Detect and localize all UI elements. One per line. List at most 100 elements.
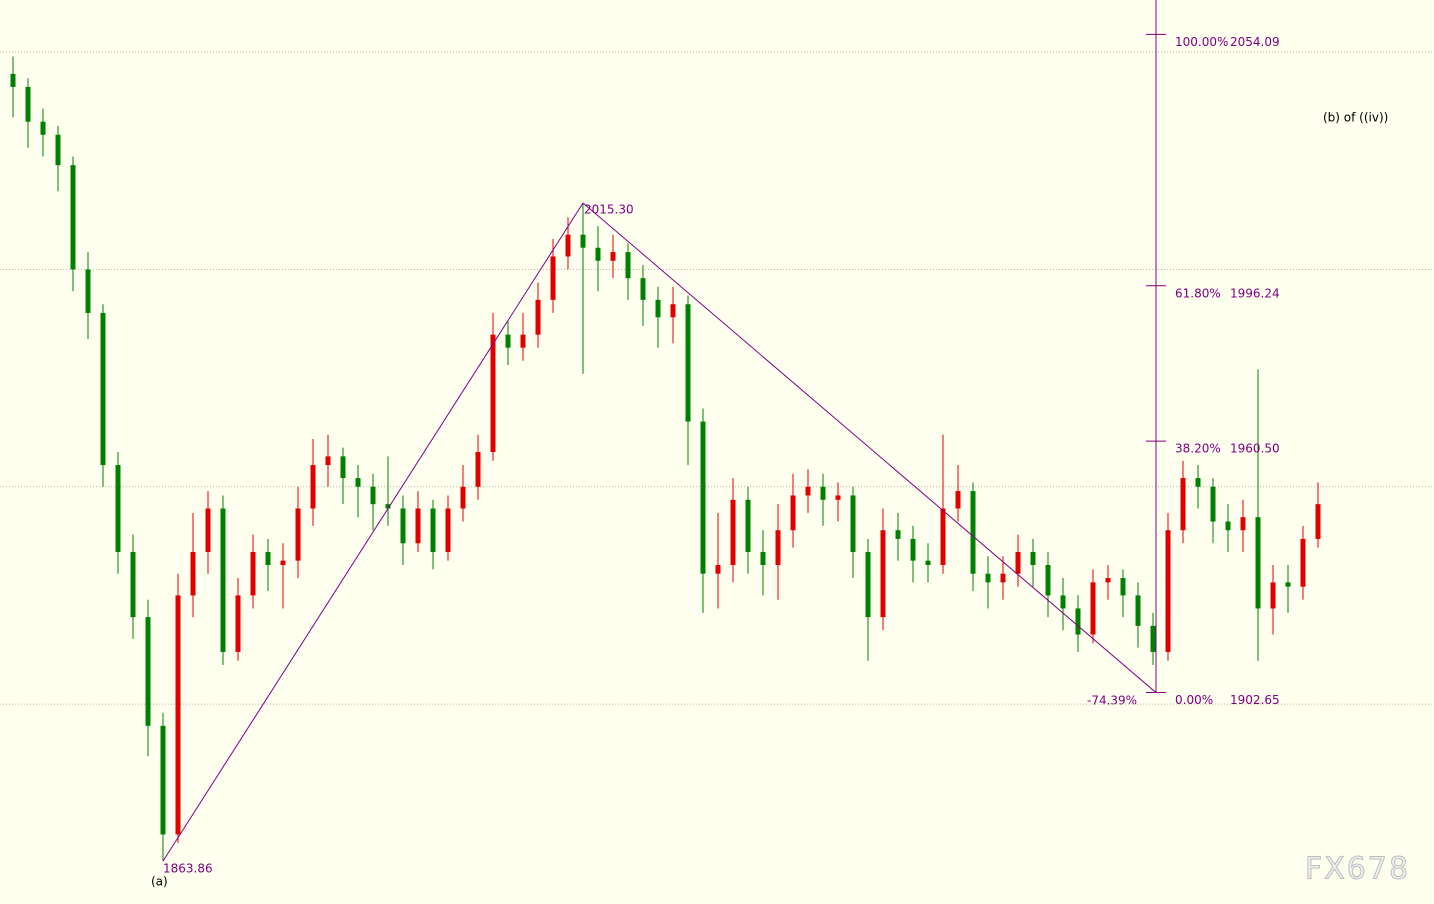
candle-body (565, 234, 571, 257)
candle-body (745, 499, 751, 552)
candle-body (460, 486, 466, 509)
candle-body (475, 452, 481, 487)
candle-body (40, 121, 46, 135)
candle-body (205, 508, 211, 552)
candle-body (1300, 538, 1306, 587)
watermark: FX678 (1305, 852, 1410, 887)
candle-body (355, 478, 361, 487)
candle-body (760, 551, 766, 565)
fib-percent: 38.20% (1175, 442, 1221, 456)
candle-body (1045, 565, 1051, 596)
candle-body (1015, 551, 1021, 574)
candle-body (130, 551, 136, 618)
candle-body (1135, 595, 1141, 626)
candle-body (1225, 521, 1231, 531)
candle-body (1240, 517, 1246, 531)
fib-price: 1996.24 (1230, 286, 1280, 300)
candle-body (1270, 582, 1276, 609)
candle-body (55, 134, 61, 166)
candle-body (640, 278, 646, 300)
candle-body (85, 269, 91, 313)
extension-label: -74.39% (1087, 694, 1137, 708)
candle-body (1090, 582, 1096, 635)
candle-body (100, 312, 106, 466)
fib-percent: 100.00% (1175, 35, 1228, 49)
candle-body (910, 538, 916, 561)
candle-body (1255, 517, 1261, 609)
candle-body (700, 421, 706, 574)
candle-body (400, 508, 406, 544)
candle-body (1000, 573, 1006, 583)
candle-body (775, 530, 781, 565)
candle-body (265, 551, 271, 565)
candle-body (175, 595, 181, 835)
candle-body (1315, 504, 1321, 539)
candle-body (250, 551, 256, 596)
candle-body (625, 252, 631, 279)
candle-body (805, 486, 811, 496)
candle-body (505, 334, 511, 348)
candle-body (1105, 578, 1111, 583)
candle-body (70, 165, 76, 270)
candle-body (520, 334, 526, 348)
wave-label: (b) of ((iv)) (1323, 111, 1388, 125)
candle-body (865, 551, 871, 618)
candle-body (580, 234, 586, 248)
candle-body (1075, 608, 1081, 635)
candle-body (1285, 582, 1291, 587)
candle-body (610, 252, 616, 261)
zigzag-down (582, 202, 1157, 693)
candle-body (370, 486, 376, 505)
swing-high-label: 2015.30 (584, 202, 634, 216)
candle-body (10, 73, 16, 87)
fib-price: 1960.50 (1230, 442, 1280, 456)
candle-body (895, 530, 901, 539)
candle-body (535, 299, 541, 335)
fib-price: 1902.65 (1230, 693, 1280, 707)
candle-body (550, 256, 556, 300)
candle-body (115, 465, 121, 552)
candle-body (1195, 478, 1201, 487)
candle-body (1165, 530, 1171, 652)
candle-body (190, 551, 196, 596)
candle-body (280, 560, 286, 565)
candle-body (1210, 486, 1216, 522)
candle-body (430, 508, 436, 552)
candle-body (295, 508, 301, 561)
candle-body (235, 595, 241, 652)
candle-body (1150, 625, 1156, 652)
candle-body (325, 456, 331, 466)
candle-body (1120, 578, 1126, 596)
candle-body (655, 299, 661, 318)
candle-body (310, 465, 316, 509)
candle-body (25, 86, 31, 122)
candle-body (220, 508, 226, 652)
candle-body (730, 499, 736, 565)
candle-body (970, 491, 976, 574)
wave-a-label: (a) (151, 875, 168, 889)
candle-body (850, 495, 856, 552)
fib-percent: 0.00% (1175, 693, 1213, 707)
swing-low-label: 1863.86 (163, 862, 213, 876)
candle-body (490, 334, 496, 452)
candle-body (955, 491, 961, 509)
candle-body (985, 573, 991, 583)
candle-body (835, 495, 841, 500)
candle-body (385, 504, 391, 509)
candle-body (445, 508, 451, 552)
candle-body (685, 304, 691, 422)
zigzag-up (162, 202, 584, 862)
candle-body (1180, 478, 1186, 531)
candle-body (1030, 551, 1036, 565)
candle-body (160, 725, 166, 835)
candle-body (1060, 595, 1066, 609)
candle-body (715, 565, 721, 574)
candle-body (340, 456, 346, 479)
fib-percent: 61.80% (1175, 286, 1221, 300)
candle-body (880, 530, 886, 618)
candle-body (790, 495, 796, 531)
candle-body (925, 560, 931, 565)
candle-body (145, 617, 151, 726)
